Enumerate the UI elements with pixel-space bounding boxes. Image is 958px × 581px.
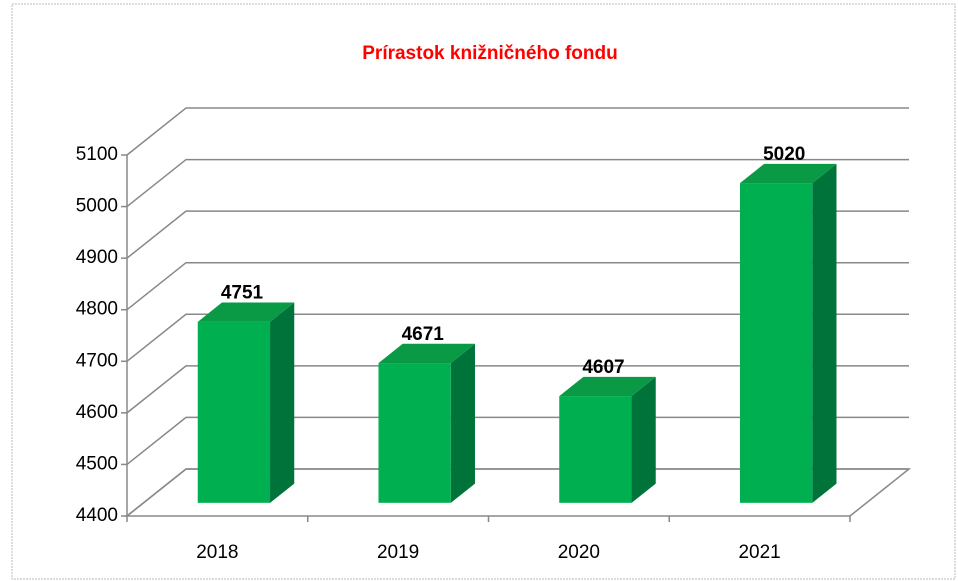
grid-line [126,158,909,208]
bar [378,363,451,503]
bar [197,321,271,503]
x-tick-label: 2018 [196,542,238,563]
bar-top [378,343,475,364]
y-tick-label: 4600 [76,402,118,423]
grid-line [126,468,909,517]
y-tick-label: 4700 [76,350,118,371]
grid-line [126,261,909,311]
y-tick-label: 4800 [76,299,118,320]
x-tick-label: 2020 [558,542,600,563]
bar [739,183,813,503]
bar-side [450,343,475,503]
x-tick-label: 2019 [377,542,419,563]
grid-line [126,107,909,156]
bar-top [197,302,295,322]
y-tick-label: 4500 [76,453,118,474]
bar-top [559,376,656,397]
bar-top [739,163,837,184]
bar-side [631,376,656,503]
grid-line [126,313,909,362]
x-tick-label: 2021 [738,542,780,563]
y-tick-label: 5000 [76,196,118,217]
value-label: 5020 [763,144,805,165]
bar-side [812,163,837,503]
value-label: 4607 [582,357,624,378]
value-label: 4751 [221,283,264,304]
grid-line [126,416,909,466]
grid-line [126,210,909,259]
y-tick-label: 4400 [76,505,118,526]
grid-line [126,365,909,414]
value-label: 4671 [402,324,445,345]
bar [559,396,632,503]
chart-title: Prírastok knižničného fondu [362,43,617,64]
y-tick-label: 5100 [76,144,118,165]
y-tick-label: 4900 [76,247,118,268]
bar-side [270,302,295,503]
